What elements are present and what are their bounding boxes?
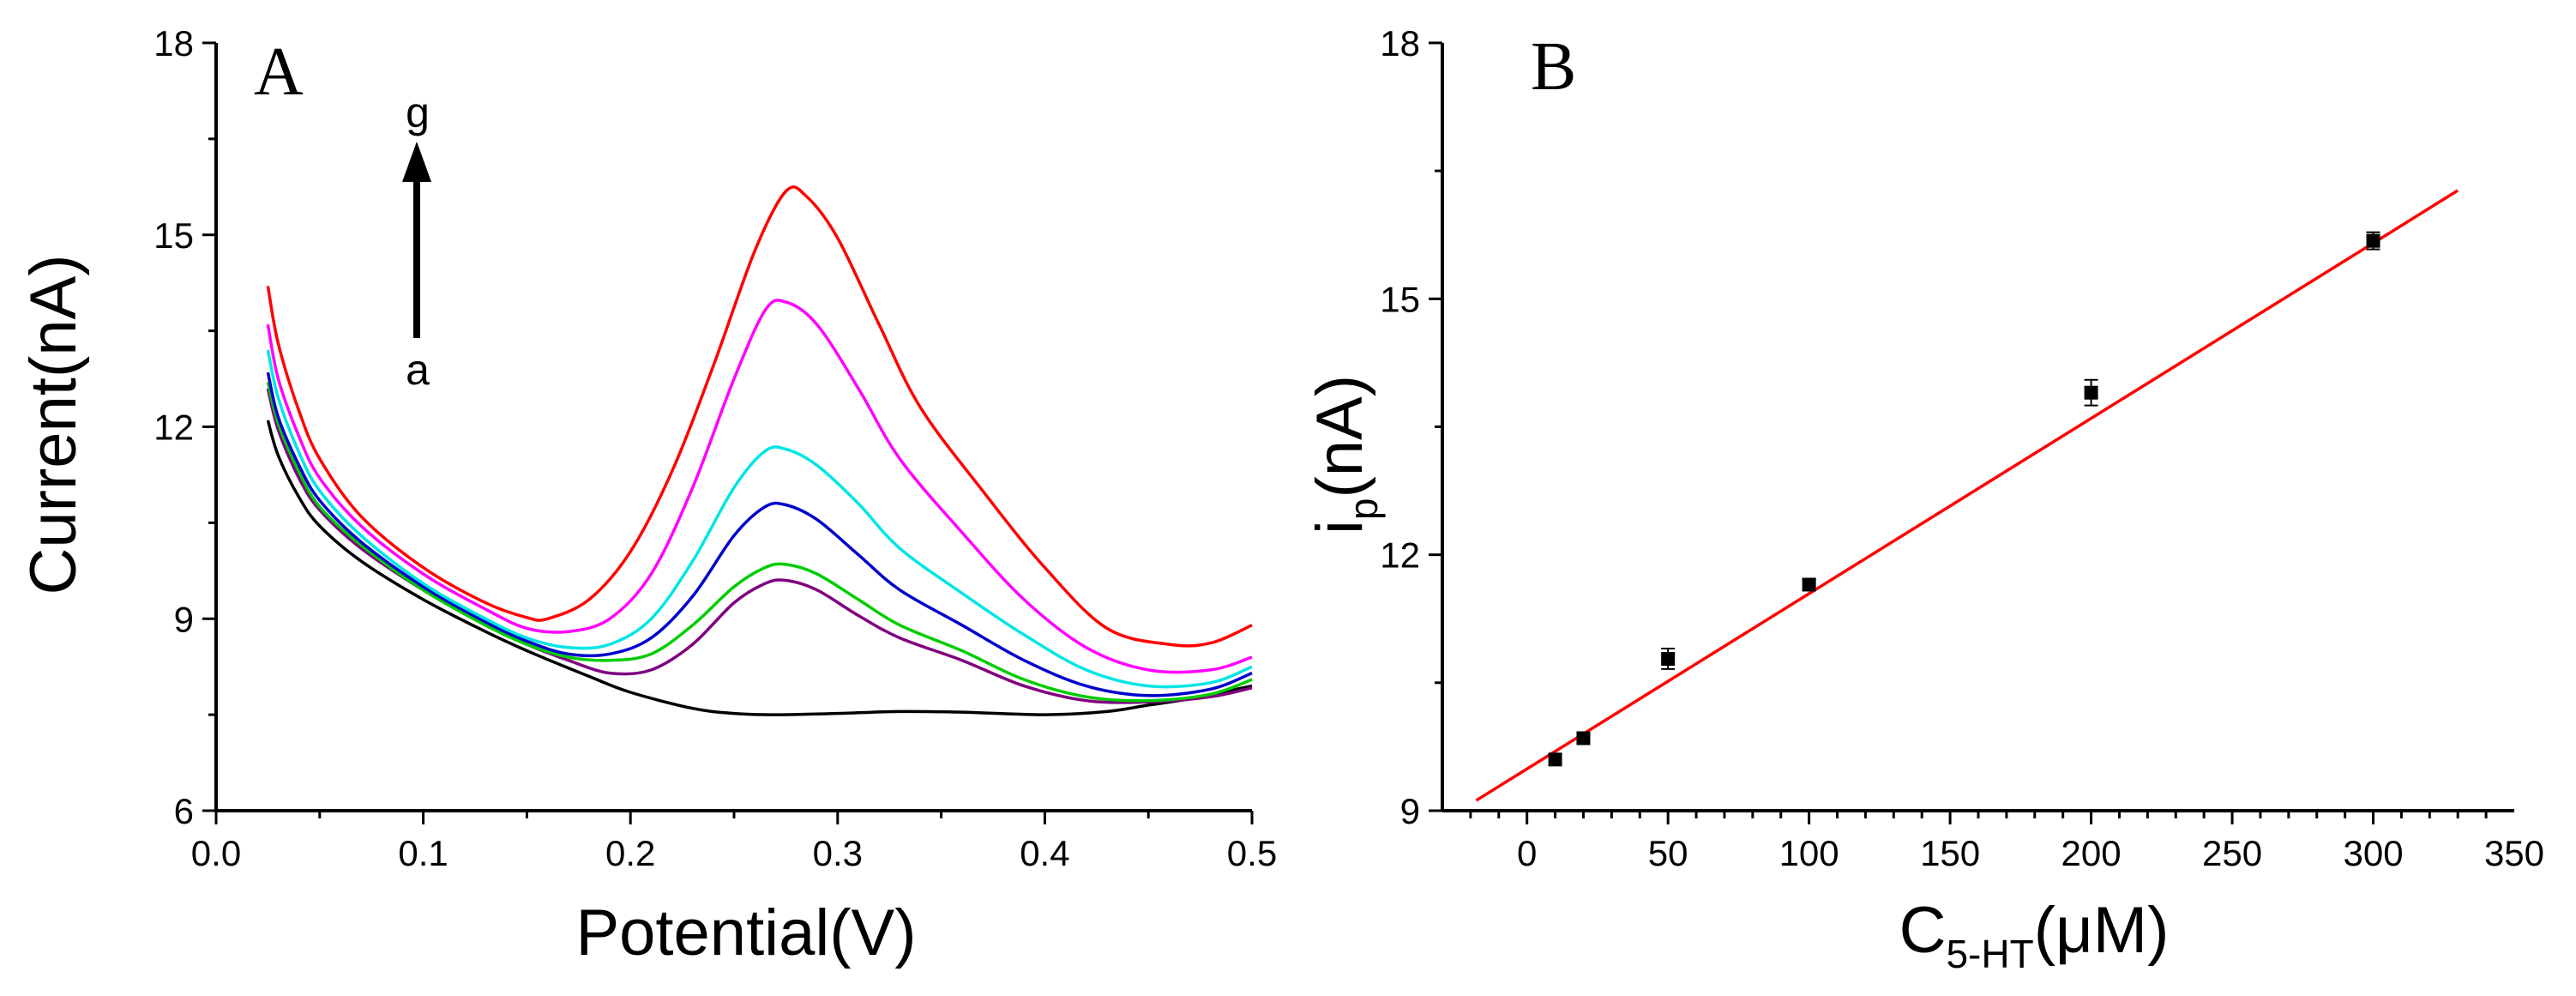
x-tick-label: 0.5 — [1227, 833, 1277, 873]
cv-curve-7 — [266, 185, 1253, 648]
panel-b-ticks: 0 50 100 150 200 250 300 350 9 12 15 18 — [1380, 23, 2544, 873]
curve-order-annotation: g a — [402, 88, 431, 394]
x-tick-label: 150 — [1920, 833, 1980, 873]
y-tick-label: 12 — [1380, 535, 1420, 576]
x-tick-label: 0.0 — [191, 833, 241, 873]
x-tick-label: 350 — [2484, 833, 2544, 873]
x-tick-label: 250 — [2202, 833, 2262, 873]
y-tick-label: 15 — [1380, 279, 1420, 319]
y-title-main: i — [1303, 520, 1376, 534]
panel-b-y-axis-title: ip(nA) — [1303, 375, 1386, 534]
y-tick-label: 9 — [174, 599, 194, 639]
panel-a: 0.0 0.1 0.2 0.3 0.4 0.5 6 9 12 15 18 A Potential(V… — [17, 23, 1277, 969]
y-tick-label: 18 — [1380, 23, 1420, 63]
panel-b-x-axis-title: C5-HT(μM) — [1899, 894, 2170, 976]
x-title-unit: (μM) — [2034, 894, 2170, 967]
data-point — [1661, 651, 1676, 666]
panel-b-letter: B — [1531, 29, 1576, 105]
panel-a-axes — [214, 43, 1252, 812]
linear-fit-line — [1475, 189, 2459, 802]
data-point — [1802, 577, 1816, 592]
y-tick-label: 15 — [153, 215, 194, 256]
panel-a-x-axis-title: Potential(V) — [575, 896, 916, 969]
data-point — [1548, 752, 1562, 767]
data-point — [2366, 233, 2380, 248]
curve-label-g: g — [406, 88, 430, 136]
y-title-subscript: p — [1341, 498, 1386, 521]
y-tick-label: 18 — [153, 23, 194, 63]
panel-a-curves — [266, 185, 1253, 716]
x-tick-label: 200 — [2061, 833, 2122, 873]
cv-curve-3 — [266, 381, 1253, 703]
curve-label-a: a — [406, 346, 430, 394]
cv-curve-5 — [266, 349, 1253, 689]
x-title-subscript: 5-HT — [1946, 932, 2033, 976]
cv-curve-1 — [266, 420, 1253, 716]
panel-a-letter: A — [254, 34, 304, 110]
x-tick-label: 0 — [1517, 833, 1537, 873]
panel-b-axes — [1441, 43, 2514, 812]
y-tick-label: 6 — [174, 791, 194, 831]
cv-curve-4 — [266, 371, 1253, 697]
panel-a-y-axis-title: Current(nA) — [17, 255, 90, 595]
x-tick-label: 0.1 — [398, 833, 448, 873]
x-title-main: C — [1899, 894, 1947, 967]
x-tick-label: 0.4 — [1020, 833, 1069, 873]
y-tick-label: 12 — [153, 407, 194, 448]
data-point — [2084, 385, 2098, 400]
panel-b: 0 50 100 150 200 250 300 350 9 12 15 18 B C5-HT(μM)… — [1303, 23, 2544, 976]
y-title-unit: (nA) — [1303, 375, 1376, 498]
x-tick-label: 300 — [2343, 833, 2403, 873]
cv-curve-6 — [266, 299, 1253, 674]
increase-arrow-head — [402, 142, 431, 182]
x-tick-label: 100 — [1779, 833, 1839, 873]
x-tick-label: 50 — [1648, 833, 1688, 873]
x-tick-label: 0.2 — [605, 833, 655, 873]
x-tick-label: 0.3 — [813, 833, 863, 873]
panel-b-marks — [1475, 189, 2459, 802]
cv-curve-2 — [266, 388, 1253, 704]
data-point — [1576, 731, 1591, 745]
y-tick-label: 9 — [1400, 791, 1420, 831]
panel-a-ticks: 0.0 0.1 0.2 0.3 0.4 0.5 6 9 12 15 18 — [153, 23, 1277, 873]
